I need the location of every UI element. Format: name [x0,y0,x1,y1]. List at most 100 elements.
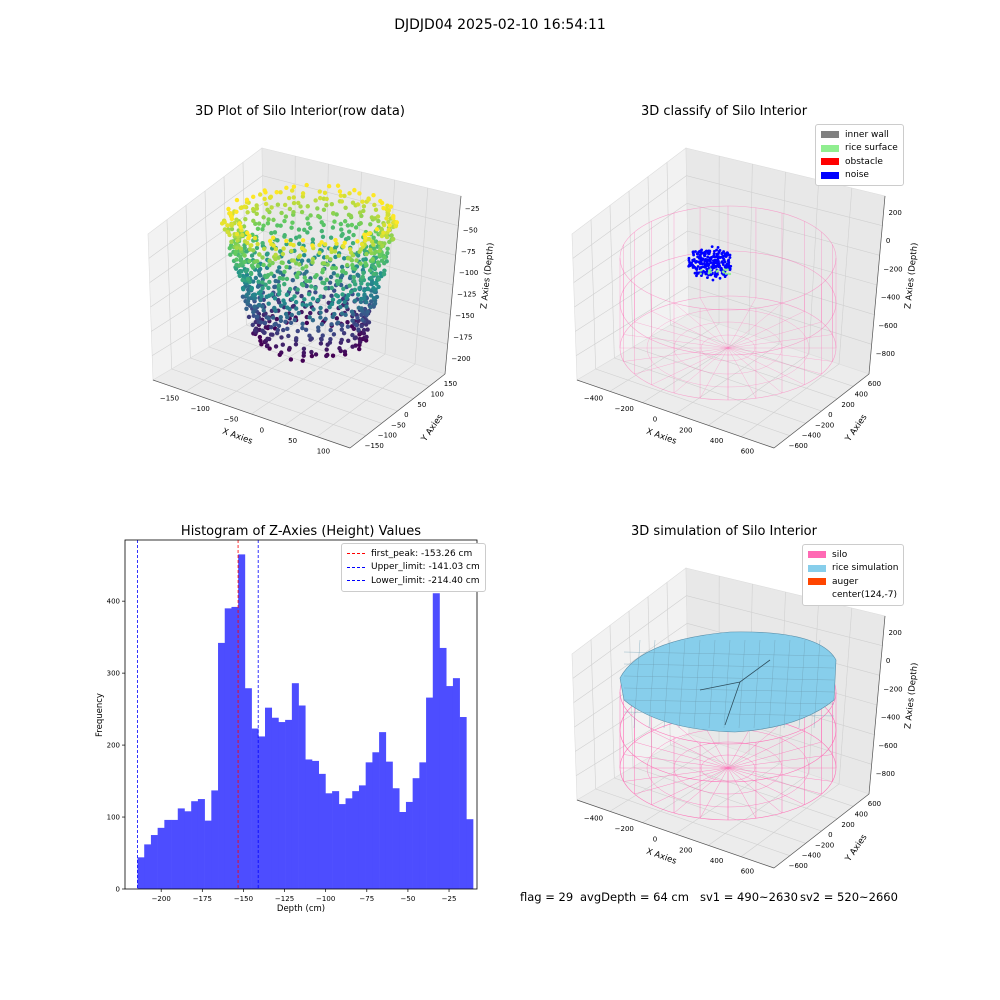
noise-point [705,267,709,271]
histogram-bar [298,705,306,889]
raw-point [345,324,351,329]
raw-point [385,250,390,256]
noise-point [710,245,714,249]
raw-point [311,307,316,312]
noise-point [712,255,716,259]
raw-point [263,201,269,207]
raw-point [320,333,325,338]
histogram-bar [311,760,319,889]
raw-point [304,320,310,326]
raw-x-tick-label: 50 [288,437,297,445]
raw-point [325,262,330,267]
simulation-y-axis-line [773,793,870,869]
raw-y-tick-label: 100 [431,390,444,398]
raw-point [225,229,230,235]
raw-point [358,221,363,226]
raw-point [296,200,301,206]
raw-point [260,255,265,260]
raw-point [321,207,327,213]
classify-plot-title: 3D classify of Silo Interior [640,104,808,119]
histogram-bar [345,798,353,889]
raw-point [370,256,375,262]
classify-z-tick-label: −800 [876,350,895,358]
raw-point [266,316,271,321]
raw-point [308,301,313,307]
raw-point [352,279,357,284]
simulation-z-tick-label: −200 [883,685,902,693]
raw-point [246,314,252,320]
raw-point [234,262,239,268]
raw-x-tick-label: 0 [260,426,264,434]
raw-point [307,278,312,284]
raw-point [310,296,316,301]
histogram-y-tick-label: 200 [107,742,120,750]
raw-point [371,193,376,198]
raw-point [301,346,307,351]
raw-point [254,211,259,217]
noise-point [714,275,718,278]
raw-point [365,282,370,287]
raw-point [369,299,374,304]
raw-point [276,300,282,305]
noise-point [695,252,699,256]
raw-point [310,260,315,265]
histogram-y-tick-label: 400 [107,598,120,606]
raw-point [343,312,348,318]
raw-point [339,227,344,232]
raw-point [268,332,274,337]
raw-point [249,243,254,248]
raw-point [352,336,358,341]
legend-entry-center: center(124,-7) [808,589,898,603]
simulation-z-tick-label: 200 [888,629,901,637]
raw-z-tick-label: −150 [455,312,474,320]
raw-point [316,328,321,333]
raw-point [300,358,305,363]
legend-label: obstacle [845,156,883,167]
raw-point [299,293,304,299]
raw-point [339,264,345,270]
raw-point [362,292,367,297]
raw-point [305,230,310,235]
rice-surface-swatch [821,144,839,152]
raw-point [359,323,364,329]
raw-point [373,249,379,254]
histogram-x-tick-label: −175 [193,895,212,903]
raw-point [381,230,386,235]
raw-point [291,200,297,206]
raw-point [329,301,335,307]
raw-point [378,198,383,204]
raw-point [342,240,347,246]
raw-point [234,257,239,262]
raw-point [358,261,363,266]
raw-point [362,288,367,293]
noise-point [715,248,718,252]
raw-point [284,292,290,297]
raw-point [272,306,277,311]
raw-point [288,241,293,247]
raw-point [277,265,282,270]
raw-point [310,237,316,242]
raw-z-tick-label: −75 [461,248,476,256]
histogram-bar [372,752,380,889]
obstacle-swatch [821,158,839,166]
silo-floor-ring [700,754,756,782]
silo-floor-ring [673,321,783,375]
raw-point [242,253,247,258]
raw-z-tick-label: −125 [457,291,476,299]
raw-point [335,320,341,325]
raw-point [240,232,245,238]
raw-point [234,245,240,251]
raw-point [303,327,309,332]
histogram-bar [338,804,346,889]
raw-point [385,246,390,251]
raw-point [269,230,274,236]
surface-mesh-line [738,639,746,729]
raw-point [300,266,305,271]
raw-point [294,336,299,341]
raw-point [244,249,249,254]
histogram-bar [224,608,232,889]
histogram-y-tick-label: 100 [107,814,120,822]
legend-label: silo [832,549,848,560]
raw-point [300,246,305,251]
classify-z-tick-label: −400 [881,294,900,302]
